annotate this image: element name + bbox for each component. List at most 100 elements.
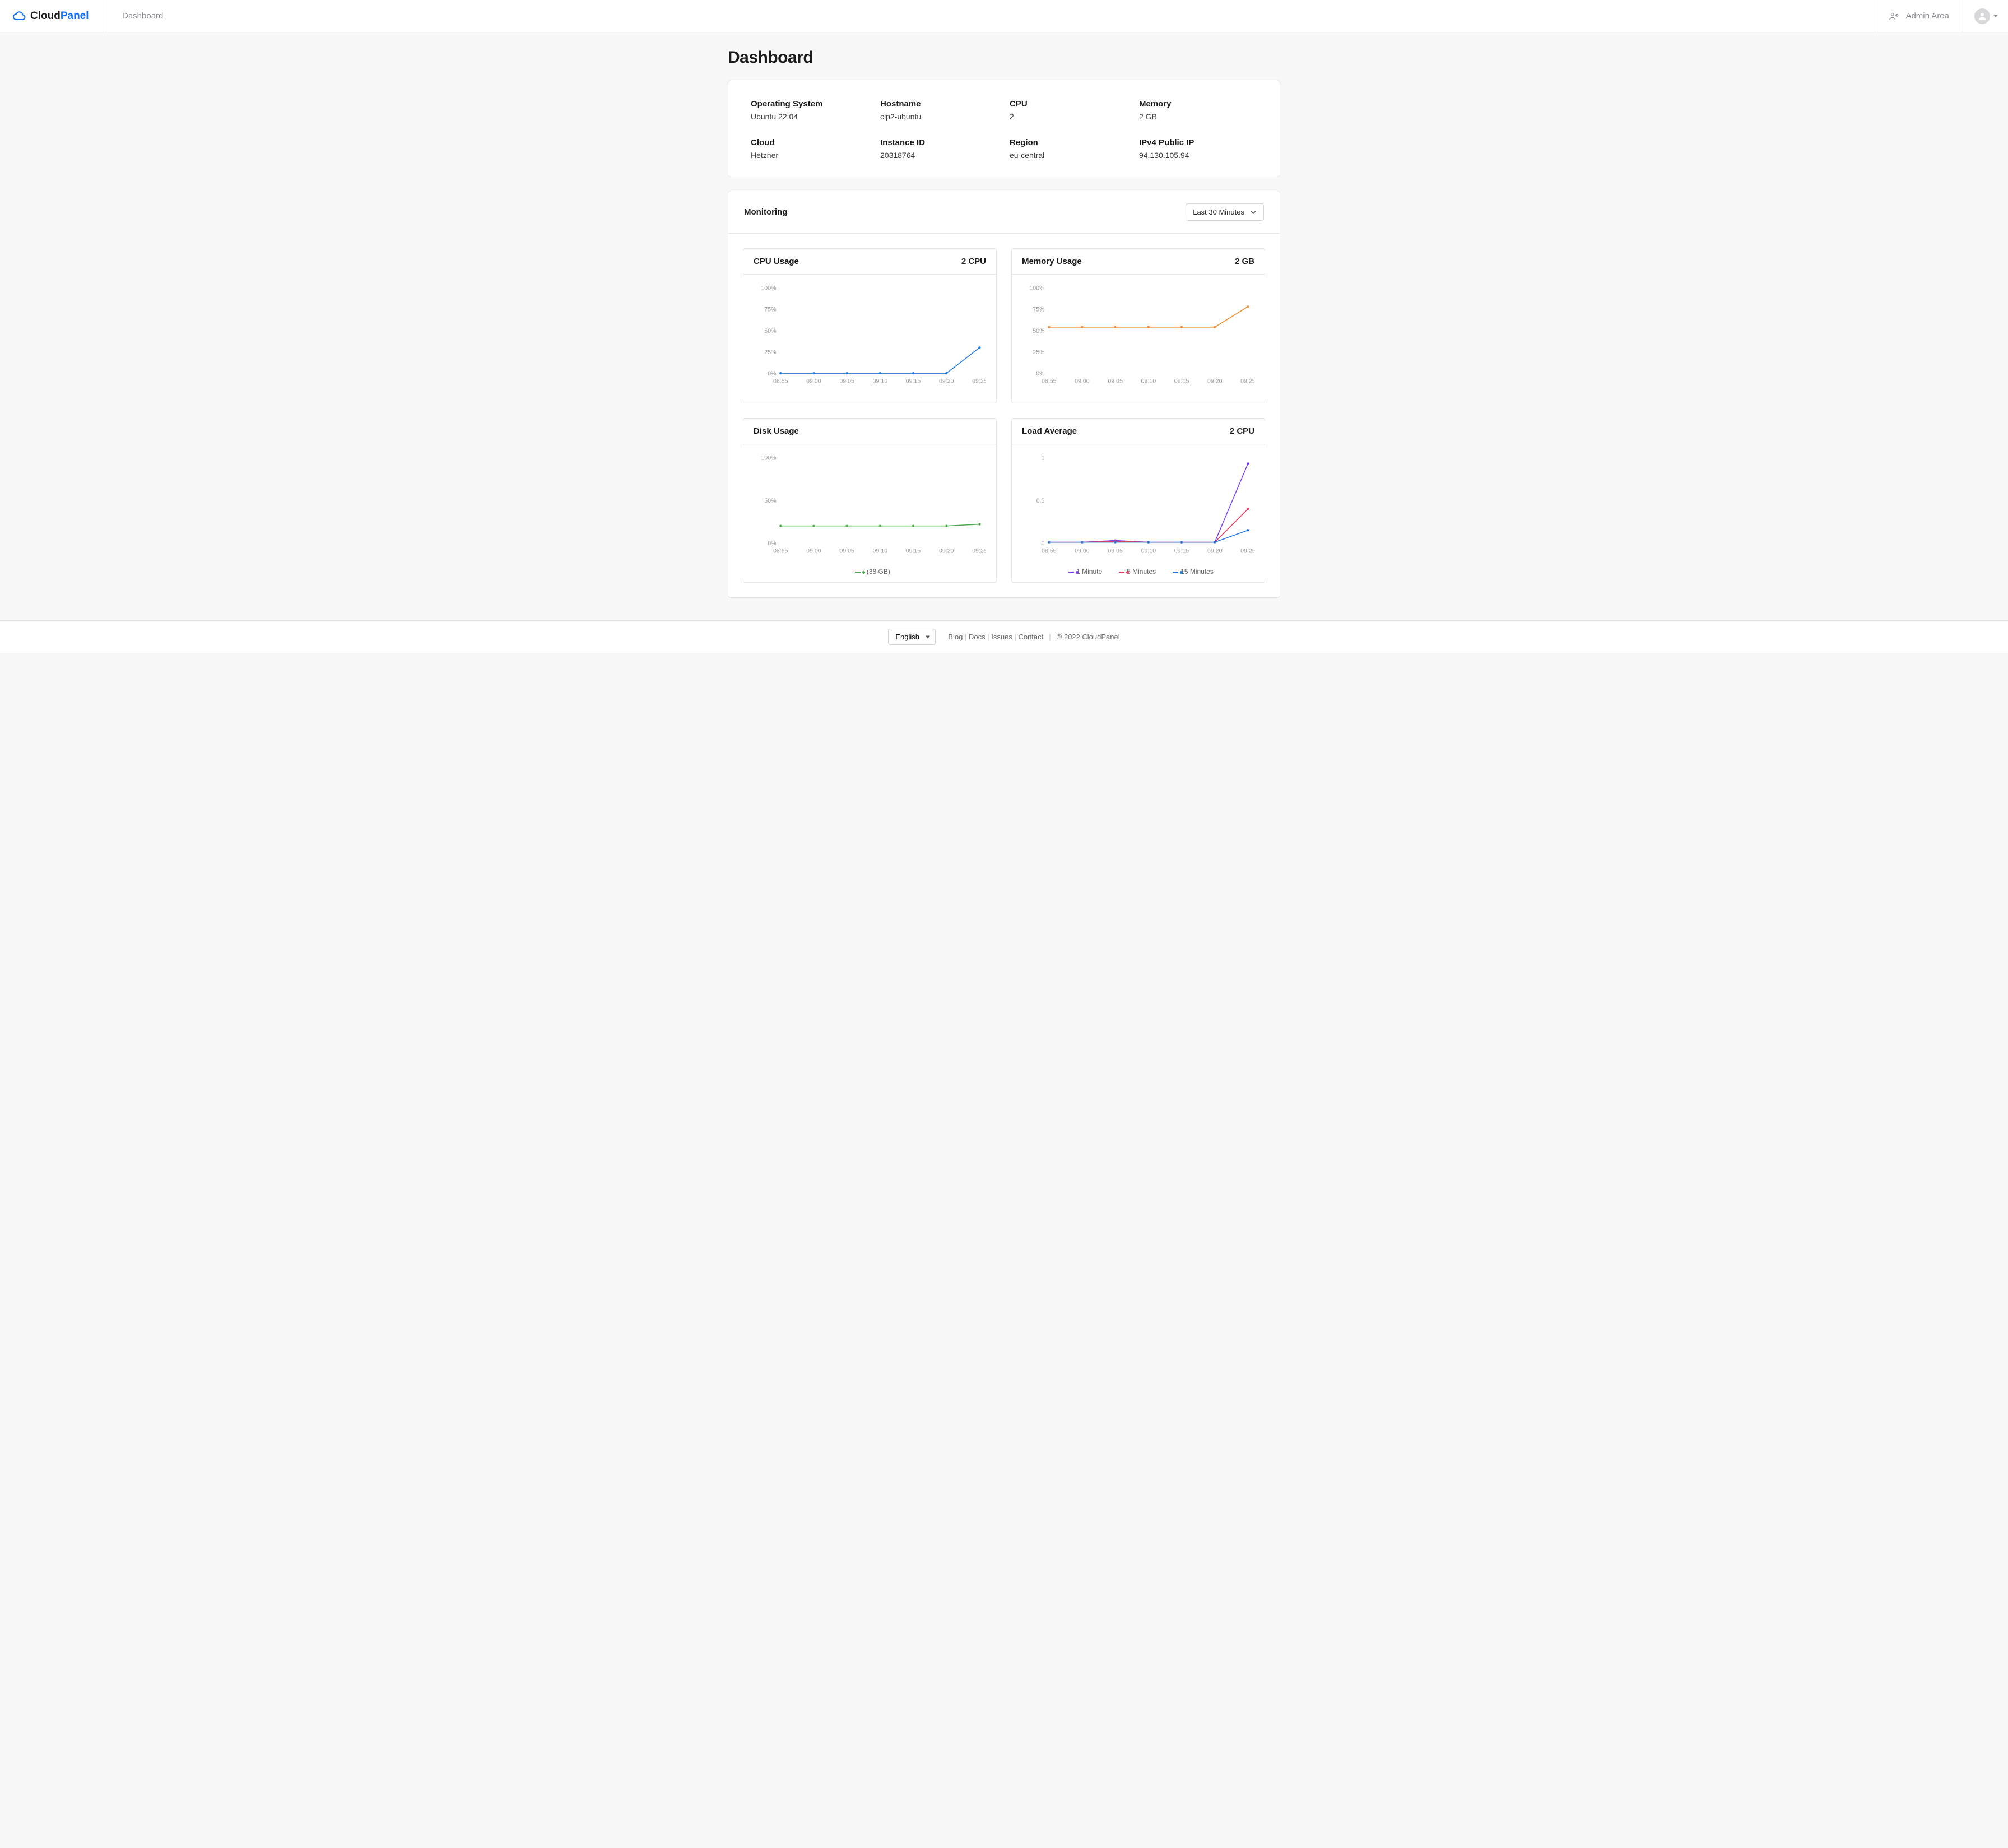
svg-text:0.5: 0.5 xyxy=(1036,497,1045,504)
svg-text:09:05: 09:05 xyxy=(839,378,854,385)
info-item: Memory 2 GB xyxy=(1139,99,1257,121)
footer: English Blog | Docs | Issues | Contact |… xyxy=(0,620,2008,653)
chart-card-memory: Memory Usage2 GB0%25%50%75%100%08:5509:0… xyxy=(1011,248,1265,403)
time-range-dropdown[interactable]: Last 30 Minutes xyxy=(1186,203,1264,221)
info-label: Memory xyxy=(1139,99,1257,109)
svg-text:09:20: 09:20 xyxy=(1207,547,1223,554)
svg-text:09:25: 09:25 xyxy=(1240,378,1254,385)
logo[interactable]: CloudPanel xyxy=(0,0,106,32)
footer-link[interactable]: Issues xyxy=(991,633,1012,641)
info-label: CPU xyxy=(1010,99,1128,109)
chart-svg: 0 0.5 1 08:55 09:00 09:05 09:10 09:15 09:20 09:25 xyxy=(1022,452,1254,566)
svg-text:50%: 50% xyxy=(764,328,777,335)
info-item: IPv4 Public IP 94.130.105.94 xyxy=(1139,138,1257,160)
svg-text:09:20: 09:20 xyxy=(939,378,954,385)
footer-copyright: © 2022 CloudPanel xyxy=(1057,633,1120,641)
svg-text:0%: 0% xyxy=(768,370,777,377)
info-label: Operating System xyxy=(751,99,869,109)
chart-subtitle: 2 CPU xyxy=(1230,426,1254,436)
footer-link[interactable]: Blog xyxy=(948,633,963,641)
svg-text:25%: 25% xyxy=(764,349,777,356)
chart-title: Disk Usage xyxy=(754,426,799,436)
info-value: 94.130.105.94 xyxy=(1139,151,1257,160)
svg-text:08:55: 08:55 xyxy=(1042,547,1057,554)
svg-text:09:00: 09:00 xyxy=(1075,378,1090,385)
info-label: Hostname xyxy=(880,99,998,109)
svg-text:1: 1 xyxy=(1042,454,1045,461)
info-value: eu-central xyxy=(1010,151,1128,160)
svg-text:09:00: 09:00 xyxy=(806,547,821,554)
chart-legend: / (38 GB) xyxy=(754,565,986,575)
info-label: Region xyxy=(1010,138,1128,147)
svg-text:75%: 75% xyxy=(1033,307,1045,313)
chevron-down-icon xyxy=(1993,15,1998,17)
info-label: Cloud xyxy=(751,138,869,147)
svg-text:09:15: 09:15 xyxy=(1174,547,1189,554)
info-value: Ubuntu 22.04 xyxy=(751,112,869,121)
language-select[interactable]: English xyxy=(888,629,936,645)
svg-text:09:00: 09:00 xyxy=(1075,547,1090,554)
chart-legend: 1 Minute5 Minutes15 Minutes xyxy=(1022,565,1254,575)
page-title: Dashboard xyxy=(728,48,1280,67)
svg-text:09:10: 09:10 xyxy=(873,378,888,385)
info-value: clp2-ubuntu xyxy=(880,112,998,121)
admin-area-link[interactable]: Admin Area xyxy=(1875,0,1963,32)
chart-card-disk: Disk Usage0%50%100%08:5509:0009:0509:100… xyxy=(743,418,997,583)
svg-text:75%: 75% xyxy=(764,307,777,313)
svg-text:08:55: 08:55 xyxy=(773,547,788,554)
monitoring-title: Monitoring xyxy=(744,207,787,217)
svg-text:09:05: 09:05 xyxy=(1108,547,1123,554)
logo-text: CloudPanel xyxy=(30,10,89,22)
footer-link[interactable]: Contact xyxy=(1018,633,1043,641)
chart-svg: 0%25%50%75%100%08:5509:0009:0509:1009:15… xyxy=(1022,282,1254,396)
svg-text:09:05: 09:05 xyxy=(1108,378,1123,385)
svg-text:09:10: 09:10 xyxy=(1141,378,1156,385)
info-item: Instance ID 20318764 xyxy=(880,138,998,160)
svg-text:09:20: 09:20 xyxy=(939,547,954,554)
svg-text:100%: 100% xyxy=(1029,285,1045,292)
user-menu[interactable] xyxy=(1963,0,2008,32)
svg-text:0%: 0% xyxy=(1036,370,1045,377)
info-item: Region eu-central xyxy=(1010,138,1128,160)
svg-text:09:15: 09:15 xyxy=(906,547,921,554)
chart-title: Load Average xyxy=(1022,426,1077,436)
svg-text:09:25: 09:25 xyxy=(1240,547,1254,554)
info-value: 20318764 xyxy=(880,151,998,160)
svg-text:09:00: 09:00 xyxy=(806,378,821,385)
monitoring-card: Monitoring Last 30 Minutes CPU Usage 2 CP… xyxy=(728,191,1280,598)
svg-text:09:10: 09:10 xyxy=(1141,547,1156,554)
info-value: 2 xyxy=(1010,112,1128,121)
cloud-icon xyxy=(12,10,26,23)
svg-text:100%: 100% xyxy=(761,285,777,292)
svg-text:100%: 100% xyxy=(761,454,777,461)
svg-text:09:25: 09:25 xyxy=(972,547,986,554)
info-item: CPU 2 xyxy=(1010,99,1128,121)
svg-text:08:55: 08:55 xyxy=(773,378,788,385)
info-item: Cloud Hetzner xyxy=(751,138,869,160)
svg-text:09:20: 09:20 xyxy=(1207,378,1223,385)
svg-text:09:15: 09:15 xyxy=(1174,378,1189,385)
chart-svg: 0%50%100%08:5509:0009:0509:1009:1509:200… xyxy=(754,452,986,566)
nav-dashboard[interactable]: Dashboard xyxy=(122,11,163,21)
top-nav: Dashboard xyxy=(106,0,1875,32)
admin-area-label: Admin Area xyxy=(1905,11,1949,21)
info-label: IPv4 Public IP xyxy=(1139,138,1257,147)
svg-text:09:25: 09:25 xyxy=(972,378,986,385)
chart-card-load: Load Average 2 CPU 0 0.5 1 08:55 09:00 09:05 09:… xyxy=(1011,418,1265,583)
time-range-label: Last 30 Minutes xyxy=(1193,208,1244,216)
svg-text:50%: 50% xyxy=(764,497,777,504)
svg-text:0: 0 xyxy=(1042,540,1045,547)
chart-title: CPU Usage xyxy=(754,257,799,266)
system-info-card: Operating System Ubuntu 22.04 Hostname clp2… xyxy=(728,80,1280,177)
admin-icon xyxy=(1889,12,1900,21)
info-item: Hostname clp2-ubuntu xyxy=(880,99,998,121)
topbar: CloudPanel Dashboard Admin Area xyxy=(0,0,2008,32)
info-label: Instance ID xyxy=(880,138,998,147)
info-value: Hetzner xyxy=(751,151,869,160)
footer-link[interactable]: Docs xyxy=(969,633,986,641)
svg-text:09:15: 09:15 xyxy=(906,378,921,385)
svg-text:09:10: 09:10 xyxy=(873,547,888,554)
info-value: 2 GB xyxy=(1139,112,1257,121)
svg-text:50%: 50% xyxy=(1033,328,1045,335)
chart-svg: 0% 25% 50% 75% 100% 08:55 09:00 09:05 09:10 09:15… xyxy=(754,282,986,396)
